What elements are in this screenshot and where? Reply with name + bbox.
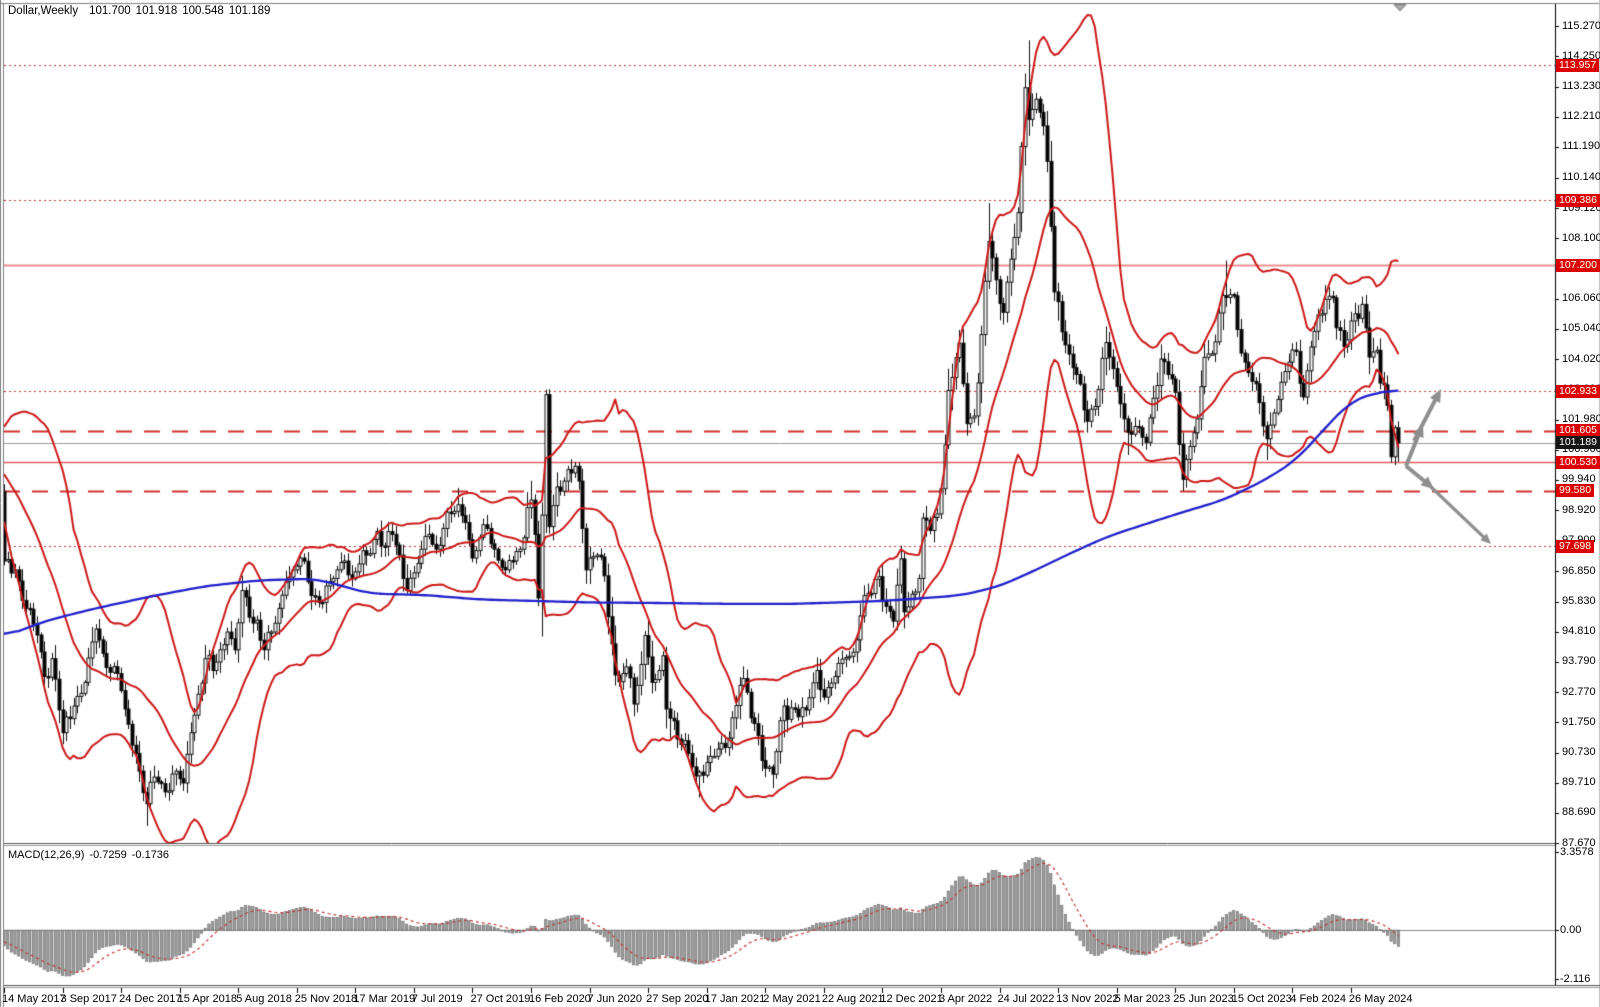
date-label: 16 Feb 2020: [529, 993, 591, 1005]
date-label: 15 Oct 2023: [1231, 993, 1292, 1005]
price-tick-label: 92.770: [1562, 685, 1596, 698]
price-level-badge: 113.957: [1556, 58, 1600, 72]
macd-axis-label: 3.3578: [1560, 845, 1594, 858]
price-tick-label: 110.140: [1562, 171, 1600, 184]
ohlc-close: 101.189: [228, 5, 271, 17]
price-tick-label: 93.790: [1562, 655, 1596, 668]
price-level-badge: 102.933: [1556, 384, 1600, 398]
date-label: 27 Sep 2020: [646, 993, 709, 1005]
price-level-badge: 97.698: [1556, 539, 1595, 553]
price-level-badge: 107.200: [1556, 258, 1600, 272]
price-tick-label: 99.940: [1562, 473, 1596, 486]
date-label: 14 May 2017: [2, 993, 66, 1005]
price-tick-label: 96.850: [1562, 564, 1596, 577]
price-tick-label: 91.750: [1562, 715, 1596, 728]
price-tick-label: 98.920: [1562, 503, 1596, 516]
date-label: 27 Oct 2019: [470, 993, 531, 1005]
date-label: 7 Jul 2019: [411, 993, 463, 1005]
price-tick-label: 95.830: [1562, 595, 1596, 608]
ohlc-low: 100.548: [182, 5, 224, 17]
date-label: 13 Nov 2022: [1056, 993, 1119, 1005]
ohlc-high: 101.918: [135, 5, 178, 17]
date-label: 24 Jul 2022: [997, 993, 1055, 1005]
current-price-badge: 101.189: [1556, 436, 1600, 450]
chart-title: Dollar,Weekly 101.700 101.918 100.548 101.18…: [8, 5, 275, 17]
date-label: 25 Nov 2018: [294, 993, 358, 1005]
price-tick-label: 105.040: [1562, 322, 1600, 335]
price-tick-label: 106.060: [1562, 292, 1600, 305]
ohlc-open: 101.700: [89, 5, 131, 17]
date-label: 17 Jan 2021: [704, 993, 766, 1005]
time-axis[interactable]: [0, 988, 1600, 1007]
symbol-period-label: Dollar,Weekly: [8, 5, 79, 17]
macd-axis-label: 0.00: [1560, 923, 1582, 936]
price-tick-label: 101.980: [1562, 413, 1600, 426]
macd-signal-value: -0.1736: [131, 849, 170, 861]
price-tick-label: 113.230: [1562, 80, 1600, 93]
date-label: 5 Aug 2018: [236, 993, 292, 1005]
date-label: 3 Apr 2022: [938, 993, 993, 1005]
price-level-badge: 100.530: [1556, 455, 1600, 469]
price-tick-label: 88.690: [1562, 806, 1596, 819]
macd-name: MACD(12,26,9): [8, 849, 85, 861]
macd-value: -0.7259: [89, 849, 127, 861]
price-tick-label: 112.210: [1562, 110, 1600, 123]
price-tick-label: 90.730: [1562, 746, 1596, 759]
price-tick-label: 115.270: [1562, 19, 1600, 32]
date-label: 22 Aug 2021: [821, 993, 884, 1005]
price-tick-label: 89.710: [1562, 776, 1596, 789]
date-label: 12 Dec 2021: [880, 993, 943, 1005]
date-label: 17 Mar 2019: [353, 993, 416, 1005]
price-tick-label: 94.810: [1562, 625, 1596, 638]
price-tick-label: 111.190: [1562, 140, 1600, 153]
date-label: 25 Jun 2023: [1173, 993, 1234, 1005]
date-label: 26 May 2024: [1348, 993, 1413, 1005]
date-label: 15 Apr 2018: [177, 993, 238, 1005]
date-label: 7 Jun 2020: [587, 993, 643, 1005]
date-label: 5 Mar 2023: [1114, 993, 1171, 1005]
macd-axis-label: -2.116: [1560, 972, 1591, 985]
price-tick-label: 108.100: [1562, 231, 1600, 244]
price-tick-label: 104.020: [1562, 352, 1600, 365]
macd-indicator-label: MACD(12,26,9) -0.7259 -0.1736: [8, 849, 169, 861]
date-label: 3 Sep 2017: [60, 993, 117, 1005]
date-label: 2 May 2021: [763, 993, 821, 1005]
date-label: 24 Dec 2017: [119, 993, 182, 1005]
date-label: 4 Feb 2024: [1290, 993, 1346, 1005]
price-level-badge: 101.605: [1556, 424, 1600, 438]
price-tick-label: 87.670: [1562, 836, 1596, 849]
price-level-badge: 99.580: [1556, 484, 1595, 498]
price-level-badge: 109.386: [1556, 193, 1600, 207]
